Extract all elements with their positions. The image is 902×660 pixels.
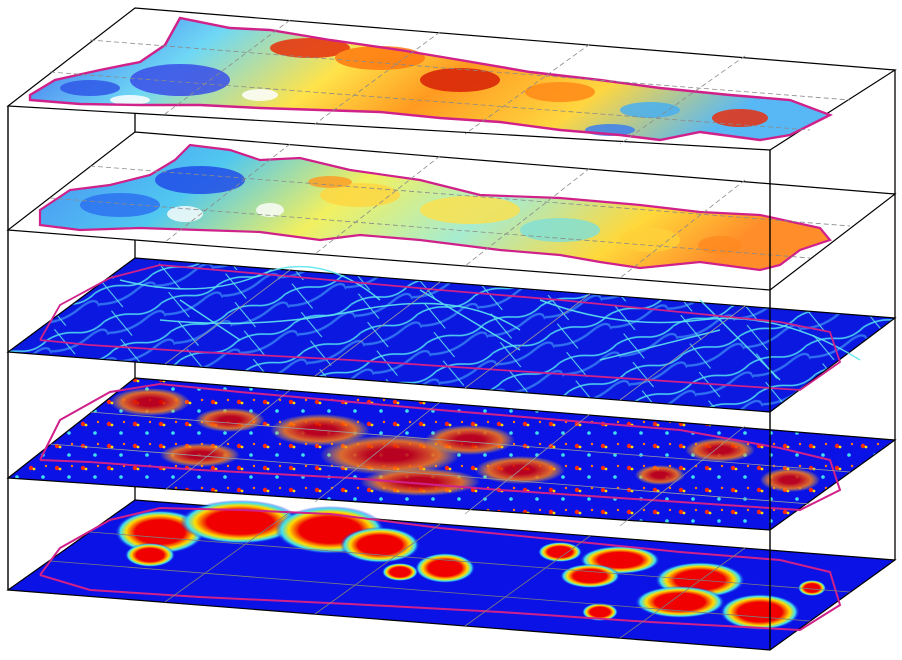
layer-1-patches [60, 38, 768, 136]
layer-1-grid [49, 19, 851, 145]
layer-1 [6, 7, 897, 151]
layer-2-grid [49, 143, 851, 279]
layer-3-grid [164, 269, 746, 401]
layer-5-boundary [39, 506, 842, 632]
layer-3-boundary [39, 264, 842, 391]
layer-4-boundary [39, 382, 842, 512]
layer-2 [6, 131, 897, 291]
layer-4-grid [49, 389, 851, 527]
layer-5-grid [49, 511, 851, 639]
layer-5 [6, 499, 897, 651]
layer-1-boundary [28, 16, 833, 142]
layer-2-boundary [38, 143, 832, 272]
layer-5-hotspots [115, 500, 826, 630]
layer-3-streaks [119, 265, 861, 381]
layer-2-patches [80, 166, 742, 254]
box-front-edges [7, 106, 771, 650]
layer-3 [6, 257, 897, 413]
